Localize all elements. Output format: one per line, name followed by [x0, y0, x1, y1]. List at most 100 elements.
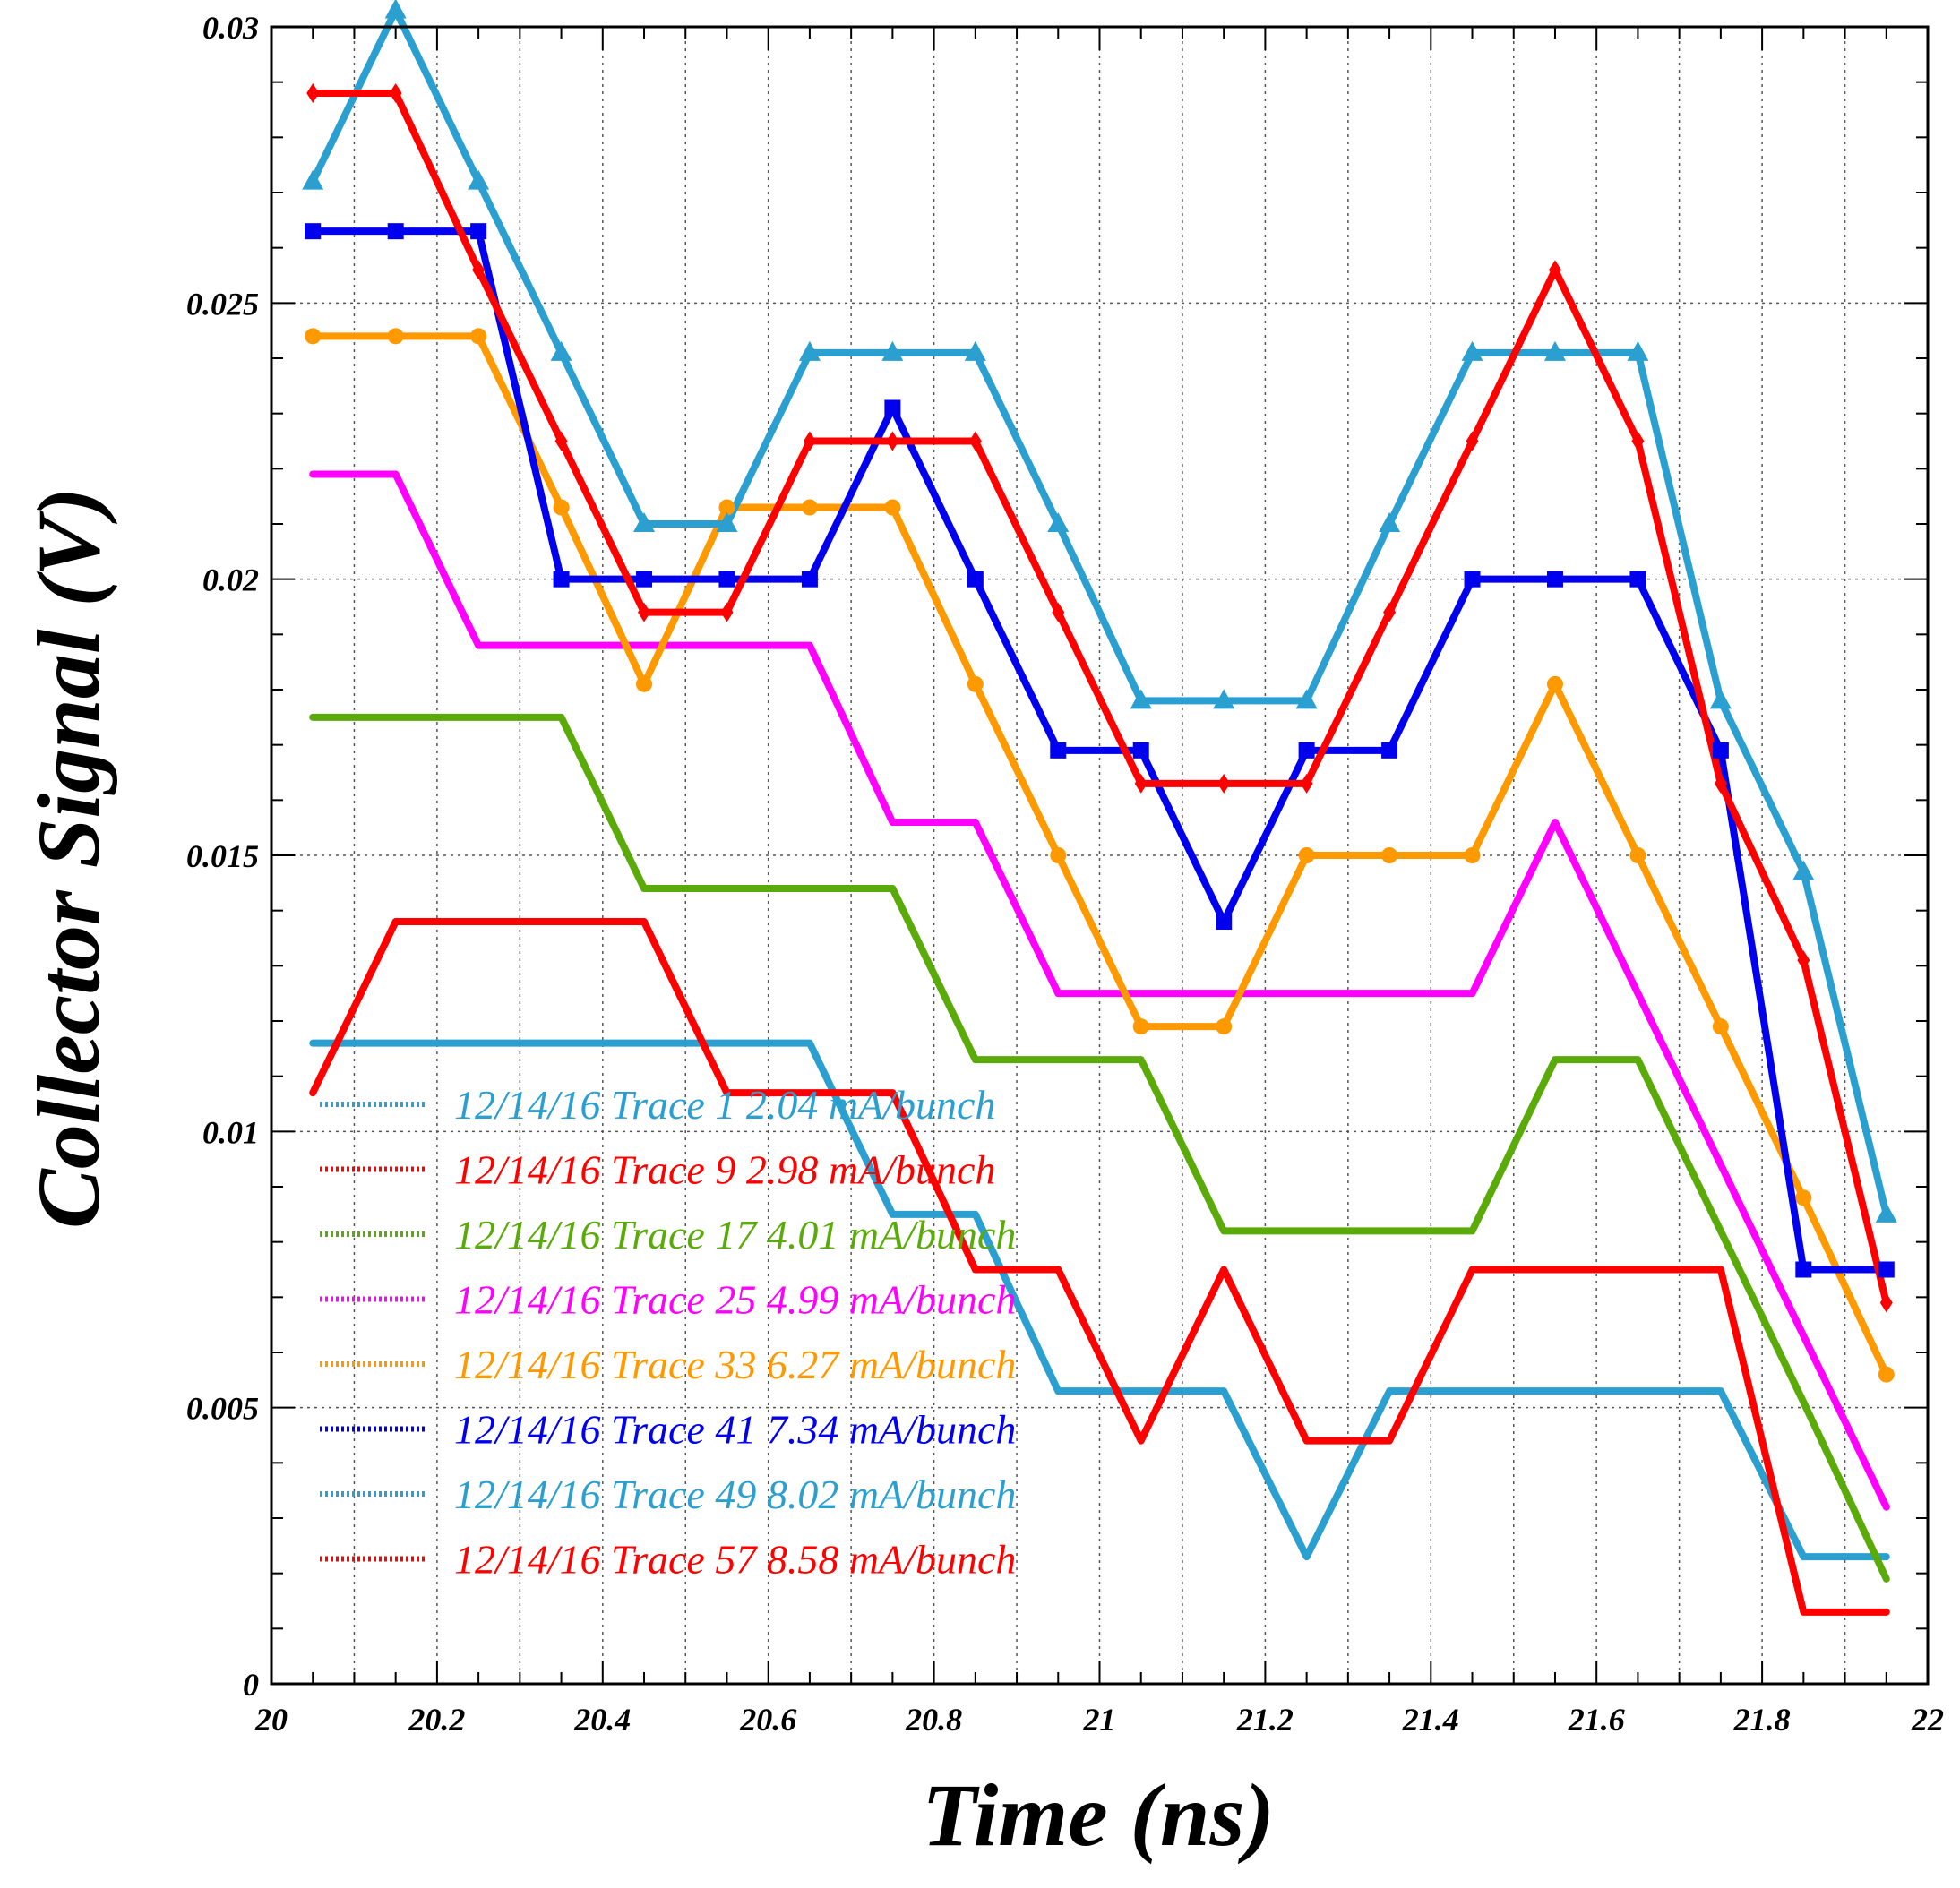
- data-point-series-8: [1134, 773, 1148, 794]
- data-point-series-7: [1130, 689, 1152, 709]
- data-point-series-8: [1217, 773, 1231, 794]
- data-point-series-6: [884, 399, 901, 416]
- data-point-series-7: [1875, 1202, 1897, 1223]
- data-point-series-8: [803, 431, 816, 451]
- data-point-series-5: [387, 328, 404, 345]
- data-point-series-7: [633, 512, 656, 532]
- data-point-series-8: [554, 431, 568, 451]
- data-point-series-6: [1381, 742, 1398, 759]
- y-tick-label: 0.015: [186, 838, 259, 874]
- data-point-series-7: [1213, 689, 1235, 709]
- y-tick-label: 0.03: [202, 10, 259, 46]
- legend-label-2: 12/14/16 Trace 9 2.98 mA/bunch: [454, 1147, 995, 1193]
- data-point-series-8: [1466, 431, 1479, 451]
- y-tick-label: 0.01: [202, 1114, 259, 1150]
- data-point-series-6: [1629, 571, 1646, 588]
- data-point-series-6: [305, 223, 322, 240]
- data-point-series-5: [636, 675, 653, 692]
- data-point-series-5: [718, 499, 735, 516]
- y-axis-title: Collector Signal (V): [19, 487, 118, 1229]
- data-point-series-8: [1714, 773, 1727, 794]
- data-point-series-8: [1383, 602, 1397, 622]
- data-point-series-7: [1709, 689, 1732, 709]
- data-point-series-5: [1050, 847, 1067, 863]
- data-point-series-5: [1795, 1189, 1812, 1206]
- y-tick-label: 0.025: [186, 286, 259, 322]
- data-point-series-5: [1546, 675, 1563, 692]
- x-tick-label: 20.6: [739, 1702, 796, 1738]
- legend-label-5: 12/14/16 Trace 33 6.27 mA/bunch: [454, 1342, 1016, 1387]
- x-tick-label: 20.4: [573, 1702, 631, 1738]
- data-point-series-8: [306, 83, 320, 103]
- data-point-series-6: [1050, 742, 1067, 759]
- data-point-series-7: [964, 340, 986, 361]
- series-lines: [309, 6, 1890, 1616]
- data-point-series-8: [389, 83, 402, 103]
- data-point-series-6: [718, 571, 735, 588]
- data-point-series-8: [968, 431, 982, 451]
- x-axis-title: Time (ns): [922, 1765, 1274, 1865]
- data-point-series-7: [716, 512, 738, 532]
- y-tick-label: 0.02: [202, 562, 259, 598]
- data-point-series-5: [1216, 1018, 1233, 1035]
- data-point-series-8: [720, 602, 734, 622]
- data-point-series-6: [1878, 1261, 1895, 1278]
- data-point-series-5: [553, 499, 570, 516]
- legend-label-1: 12/14/16 Trace 1 2.04 mA/bunch: [454, 1082, 995, 1128]
- data-point-series-6: [801, 571, 818, 588]
- data-point-series-6: [1712, 742, 1729, 759]
- x-tick-label: 21: [1083, 1702, 1116, 1738]
- data-point-series-5: [801, 499, 818, 516]
- series-line-2: [309, 918, 1890, 1616]
- series-line-8: [309, 90, 1890, 1307]
- legend: 12/14/16 Trace 1 2.04 mA/bunch 12/14/16 T…: [320, 1082, 1016, 1583]
- series-line-4: [309, 470, 1890, 1511]
- data-point-series-5: [1132, 1018, 1149, 1035]
- data-point-series-5: [884, 499, 901, 516]
- data-point-series-6: [1546, 571, 1563, 588]
- data-point-series-8: [886, 431, 899, 451]
- data-point-series-6: [1464, 571, 1481, 588]
- data-point-series-5: [1464, 847, 1481, 863]
- legend-label-8: 12/14/16 Trace 57 8.58 mA/bunch: [454, 1537, 1016, 1583]
- x-tick-label: 21.4: [1402, 1702, 1459, 1738]
- data-point-series-5: [1878, 1366, 1895, 1383]
- data-point-series-7: [1461, 340, 1483, 361]
- x-tick-label: 20.8: [905, 1702, 962, 1738]
- series-line-1: [309, 1039, 1890, 1561]
- x-tick-label: 21.8: [1733, 1702, 1791, 1738]
- data-point-series-6: [1298, 742, 1315, 759]
- data-point-series-6: [387, 223, 404, 240]
- series-line-6: [309, 227, 1890, 1274]
- data-point-series-8: [472, 260, 486, 280]
- series-markers: [302, 0, 1897, 1383]
- x-tick-label: 21.6: [1568, 1702, 1625, 1738]
- data-point-series-5: [1629, 847, 1646, 863]
- series-line-3: [309, 713, 1890, 1583]
- data-point-series-5: [1712, 1018, 1729, 1035]
- data-point-series-8: [1548, 260, 1561, 280]
- axis-ticks: 20 20.2 20.4 20.6 20.8 21 21.2 21.4 21.6 21.8 22 0 0…: [186, 10, 1944, 1738]
- data-point-series-6: [553, 571, 570, 588]
- data-point-series-6: [1132, 742, 1149, 759]
- data-point-series-7: [302, 169, 324, 190]
- y-tick-label: 0: [243, 1667, 259, 1703]
- series-line-7: [309, 6, 1890, 1218]
- data-point-series-6: [1795, 1261, 1812, 1278]
- data-point-series-7: [1379, 512, 1401, 532]
- data-point-series-8: [1300, 773, 1313, 794]
- y-tick-label: 0.005: [186, 1391, 259, 1427]
- data-point-series-6: [636, 571, 653, 588]
- data-point-series-6: [967, 571, 984, 588]
- data-point-series-5: [1298, 847, 1315, 863]
- data-point-series-5: [305, 328, 322, 345]
- data-point-series-8: [1879, 1292, 1893, 1313]
- legend-label-3: 12/14/16 Trace 17 4.01 mA/bunch: [454, 1212, 1016, 1257]
- x-tick-label: 22: [1911, 1702, 1944, 1738]
- data-point-series-7: [1792, 860, 1815, 880]
- data-point-series-7: [468, 169, 490, 190]
- legend-label-4: 12/14/16 Trace 25 4.99 mA/bunch: [454, 1277, 1016, 1323]
- data-point-series-7: [1543, 340, 1566, 361]
